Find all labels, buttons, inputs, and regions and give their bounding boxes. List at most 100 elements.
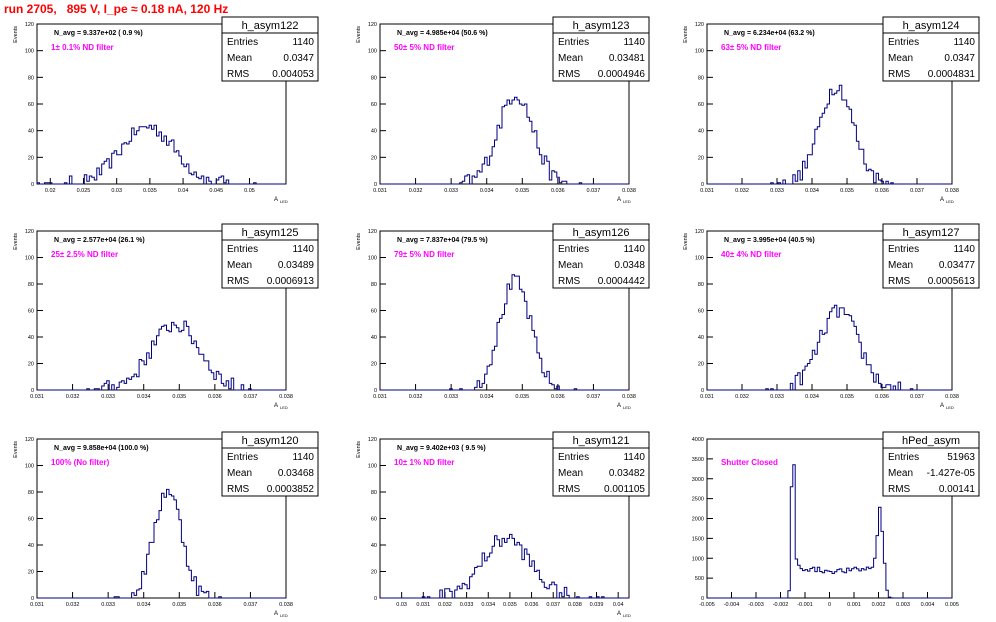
x-tick-label: 0.031 [700, 188, 714, 194]
y-tick-label: 100 [695, 49, 704, 55]
stats-value-mean: 0.03489 [278, 260, 315, 271]
y-tick-label: 40 [371, 543, 377, 549]
y-tick-label: 60 [698, 309, 704, 315]
x-tick-label: 0.031 [416, 602, 430, 608]
y-tick-label: 20 [698, 155, 704, 161]
stats-key-rms: RMS [888, 484, 911, 495]
stats-value-entries: 1140 [623, 452, 645, 463]
stats-value-mean: 0.0348 [614, 260, 645, 271]
stats-box [882, 16, 980, 82]
x-tick-label: 0.038 [622, 188, 636, 194]
stats-key-mean: Mean [888, 468, 913, 479]
y-tick-label: 20 [371, 362, 377, 368]
x-axis-label-sub: LED [623, 613, 631, 618]
x-tick-label: 0.033 [770, 188, 784, 194]
x-tick-label: 0.038 [945, 394, 959, 400]
stats-value-mean: 0.03468 [278, 468, 315, 479]
y-tick-label: 3500 [692, 457, 704, 463]
stats-key-rms: RMS [888, 69, 911, 80]
y-tick-label: 4000 [692, 437, 704, 443]
stats-box-title: h_asym122 [242, 20, 299, 32]
y-tick-label: 100 [25, 256, 34, 262]
x-tick-label: 0.031 [373, 188, 387, 194]
x-tick-label: 0.037 [244, 394, 258, 400]
x-tick-label: 0.034 [805, 394, 819, 400]
stats-value-mean: -1.427e-05 [927, 468, 976, 479]
stats-key-entries: Entries [227, 244, 258, 255]
y-tick-label: 0 [701, 182, 704, 188]
stats-value-entries: 1140 [623, 37, 645, 48]
x-tick-label: 0.032 [66, 602, 80, 608]
stats-value-rms: 0.0003852 [267, 484, 315, 495]
x-axis-label-sub: LED [946, 405, 954, 410]
stats-value-rms: 0.001105 [604, 484, 645, 495]
x-tick-label: 0.031 [700, 394, 714, 400]
x-axis-label-sub: LED [946, 199, 954, 204]
stats-key-mean: Mean [558, 468, 583, 479]
y-tick-label: 1000 [692, 556, 704, 562]
x-tick-label: 0.031 [30, 602, 44, 608]
stats-box-title: h_asym127 [903, 227, 960, 239]
x-tick-label: 0.037 [910, 188, 924, 194]
x-tick-label: 0.038 [945, 188, 959, 194]
y-tick-label: 0 [701, 388, 704, 394]
y-tick-label: 120 [25, 437, 34, 443]
stats-key-mean: Mean [888, 260, 913, 271]
filter-label: 1± 0.1% ND filter [51, 43, 114, 52]
stats-value-entries: 1140 [953, 244, 975, 255]
stats-value-mean: 0.03481 [609, 53, 646, 64]
stats-value-mean: 0.03477 [939, 260, 976, 271]
x-tick-label: 0.038 [279, 394, 293, 400]
y-tick-label: 0 [31, 596, 34, 602]
y-tick-label: 1500 [692, 536, 704, 542]
y-tick-label: 20 [371, 570, 377, 576]
y-tick-label: 60 [28, 102, 34, 108]
y-tick-label: 40 [698, 335, 704, 341]
stats-value-rms: 0.0004831 [928, 69, 976, 80]
navg-label: N_avg = 6.234e+04 (63.2 %) [724, 30, 815, 37]
y-tick-label: 500 [695, 576, 704, 582]
y-tick-label: 100 [368, 464, 377, 470]
x-tick-label: 0.032 [438, 602, 452, 608]
y-tick-label: 0 [701, 596, 704, 602]
histogram-line [707, 304, 952, 391]
x-tick-label: 0.032 [409, 188, 423, 194]
y-tick-label: 80 [371, 490, 377, 496]
stats-key-entries: Entries [558, 37, 589, 48]
stats-box [552, 223, 650, 289]
y-tick-label: 120 [25, 22, 34, 28]
stats-key-entries: Entries [888, 244, 919, 255]
stats-box [882, 223, 980, 289]
stats-key-rms: RMS [558, 276, 581, 287]
x-tick-label: 0 [828, 602, 831, 608]
stats-key-entries: Entries [227, 37, 258, 48]
stats-value-entries: 1140 [953, 37, 975, 48]
x-tick-label: 0.035 [515, 394, 529, 400]
x-tick-label: 0.033 [101, 602, 115, 608]
y-axis-label: Events [683, 26, 689, 43]
x-tick-label: 0.035 [515, 188, 529, 194]
y-tick-label: 60 [28, 517, 34, 523]
stats-key-rms: RMS [558, 484, 581, 495]
stats-key-entries: Entries [888, 452, 919, 463]
y-tick-label: 20 [28, 362, 34, 368]
navg-label: N_avg = 9.402e+03 ( 9.5 %) [397, 445, 486, 452]
x-tick-label: 0.034 [480, 394, 494, 400]
stats-value-entries: 1140 [292, 452, 314, 463]
x-axis-label-sub: LED [623, 199, 631, 204]
filter-label: 25± 2.5% ND filter [51, 250, 118, 259]
y-tick-label: 20 [698, 362, 704, 368]
y-tick-label: 0 [374, 182, 377, 188]
x-axis-label: A [617, 197, 621, 203]
x-tick-label: 0.045 [209, 188, 223, 194]
y-tick-label: 80 [28, 75, 34, 81]
x-tick-label: 0.036 [208, 602, 222, 608]
stats-value-mean: 0.0347 [283, 53, 314, 64]
histogram-line [37, 320, 286, 391]
y-tick-label: 60 [698, 102, 704, 108]
stats-value-rms: 0.0004442 [598, 276, 646, 287]
stats-box-title: h_asym121 [573, 435, 630, 447]
x-tick-label: 0.038 [279, 602, 293, 608]
x-tick-label: 0.002 [872, 602, 886, 608]
x-tick-label: 0.032 [409, 394, 423, 400]
